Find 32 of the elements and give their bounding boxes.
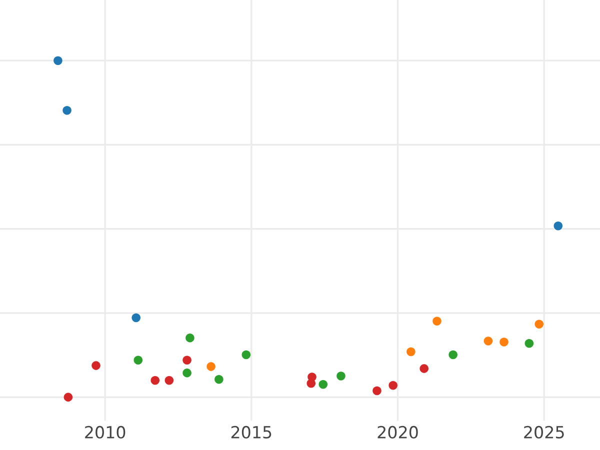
point [554,221,563,230]
point [186,334,194,342]
point [182,368,192,378]
point [388,381,398,390]
point [406,347,416,356]
x-tick-label: 2010 [85,426,126,439]
point [318,380,328,389]
point [448,350,458,360]
point [336,372,346,380]
x-tick-label: 2025 [524,426,564,439]
point [150,376,160,385]
point [432,316,442,326]
point [534,320,544,329]
x-tick-label: 2015 [231,426,272,439]
point [182,356,192,365]
point [92,361,100,370]
point [206,362,216,371]
point [214,374,224,384]
point [484,336,493,346]
point [420,364,428,373]
point [308,372,316,382]
point [164,376,174,385]
point [54,56,62,65]
point [134,356,143,365]
point [242,350,251,360]
point [62,106,72,115]
x-tick-label: 2020 [378,426,418,439]
point [524,338,534,348]
point [500,338,508,346]
point [132,313,140,322]
point [64,392,73,402]
point [372,386,382,396]
